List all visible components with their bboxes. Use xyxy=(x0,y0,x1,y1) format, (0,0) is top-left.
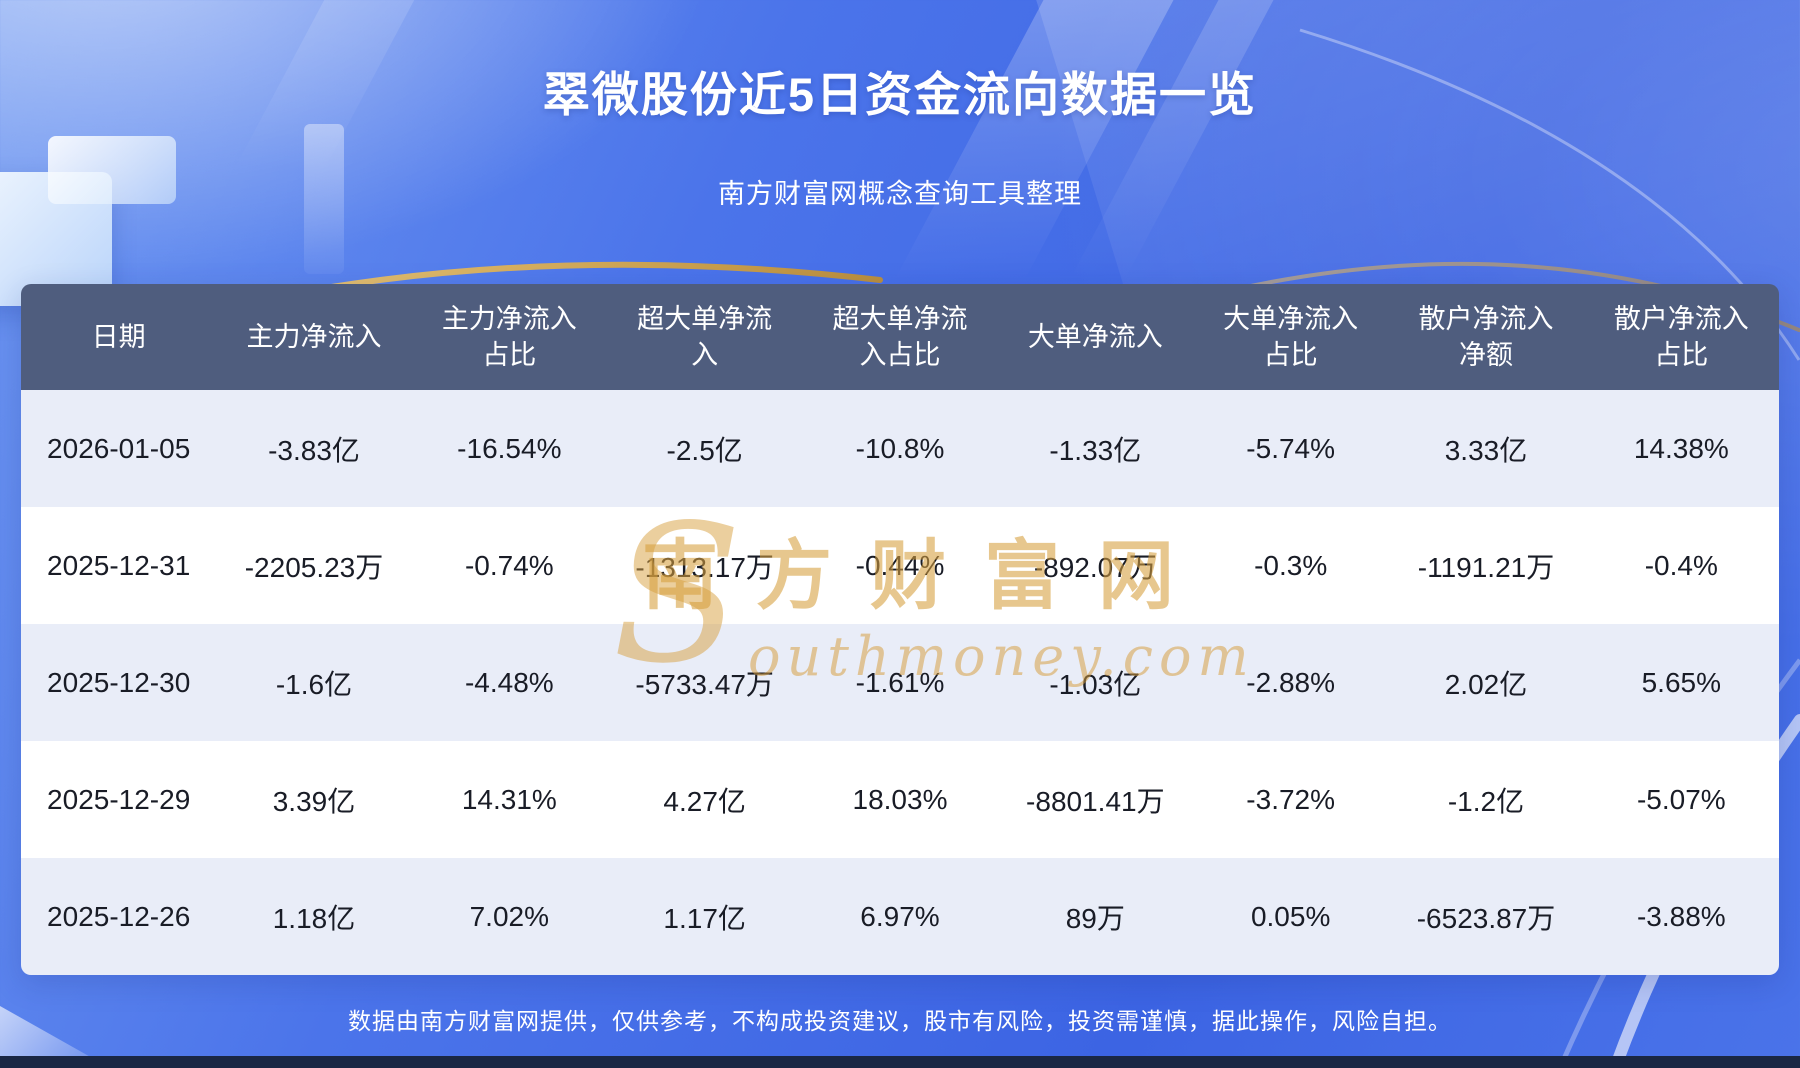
cell-date: 2025-12-31 xyxy=(47,549,191,581)
page-title: 翠微股份近5日资金流向数据一览 xyxy=(542,68,1258,121)
bottom-bar xyxy=(0,1056,1800,1068)
cell-value: -3.88% xyxy=(1636,900,1726,932)
col-header-retail-net-inflow: 散户净流入 净额 xyxy=(1418,303,1554,370)
cell-value: 4.27亿 xyxy=(663,785,746,817)
table-row-1: 2025-12-31 -2205.23万 -0.74% -1313.17万 -0… xyxy=(21,507,1779,624)
table-row-2: 2025-12-30 -1.6亿 -4.48% -5733.47万 -1.61%… xyxy=(21,624,1779,741)
col-header-large-order-net-inflow: 大单净流入 xyxy=(1027,321,1163,352)
cell-value: -3.72% xyxy=(1246,783,1336,815)
cell-value: -16.54% xyxy=(457,432,562,464)
cell-value: -0.3% xyxy=(1254,549,1328,581)
col-header-main-net-inflow-ratio: 主力净流入 占比 xyxy=(441,303,577,370)
col-header-large-order-ratio: 大单净流入 占比 xyxy=(1223,303,1359,370)
col-header-date: 日期 xyxy=(91,321,146,352)
cell-value: 7.02% xyxy=(469,900,550,932)
disclaimer-text: 数据由南方财富网提供，仅供参考，不构成投资建议，股市有风险，投资需谨慎，据此操作… xyxy=(348,1008,1452,1034)
cell-value: 1.17亿 xyxy=(663,902,746,934)
cell-value: -1313.17万 xyxy=(635,551,774,583)
cell-value: 14.31% xyxy=(461,783,557,815)
col-header-xl-order-net-inflow: 超大单净流 入 xyxy=(637,303,773,370)
table-row-0: 2026-01-05 -3.83亿 -16.54% -2.5亿 -10.8% -… xyxy=(21,390,1779,507)
cell-value: -5.74% xyxy=(1246,432,1336,464)
cell-value: 3.39亿 xyxy=(272,785,356,817)
cell-value: -2.5亿 xyxy=(666,434,743,466)
cell-value: -5.07% xyxy=(1636,783,1726,815)
cell-value: 18.03% xyxy=(852,783,948,815)
cell-value: 6.97% xyxy=(860,900,940,932)
cell-value: 2.02亿 xyxy=(1444,668,1528,700)
light-streak xyxy=(1069,0,1306,280)
cell-value: -1.61% xyxy=(855,666,945,698)
table-row-3: 2025-12-29 3.39亿 14.31% 4.27亿 18.03% -88… xyxy=(21,741,1779,858)
cell-value: -8801.41万 xyxy=(1026,785,1165,817)
fund-flow-table: 日期 主力净流入 主力净流入 占比 超大单净流 入 超大单净流 入占比 大单净流… xyxy=(21,284,1779,975)
cell-value: 14.38% xyxy=(1633,432,1729,464)
table-header-row: 日期 主力净流入 主力净流入 占比 超大单净流 入 超大单净流 入占比 大单净流… xyxy=(21,284,1779,390)
cell-value: 0.05% xyxy=(1250,900,1331,932)
cell-value: -10.8% xyxy=(855,432,945,464)
cell-value: 89万 xyxy=(1065,902,1125,934)
cell-value: -1191.21万 xyxy=(1417,551,1555,583)
cell-value: -2205.23万 xyxy=(244,551,384,583)
cell-value: -1.33亿 xyxy=(1049,434,1142,466)
cell-date: 2025-12-30 xyxy=(47,666,191,698)
cell-value: -1.2亿 xyxy=(1447,785,1525,817)
cell-value: -4.48% xyxy=(464,666,554,698)
col-header-xl-order-ratio: 超大单净流 入占比 xyxy=(832,303,968,370)
cell-value: -1.03亿 xyxy=(1049,668,1142,700)
cell-value: -1.6亿 xyxy=(275,668,353,700)
cell-date: 2026-01-05 xyxy=(47,432,191,464)
cell-value: 3.33亿 xyxy=(1444,434,1528,466)
cell-value: -0.4% xyxy=(1644,549,1718,581)
cell-date: 2025-12-29 xyxy=(47,783,191,815)
cell-date: 2025-12-26 xyxy=(47,900,191,932)
table-row-4: 2025-12-26 1.18亿 7.02% 1.17亿 6.97% 89万 0… xyxy=(21,858,1779,975)
cell-value: 5.65% xyxy=(1641,666,1722,698)
cell-value: -5733.47万 xyxy=(635,668,774,700)
cell-value: -3.83亿 xyxy=(268,434,360,466)
page-subtitle: 南方财富网概念查询工具整理 xyxy=(718,179,1082,209)
cell-value: -6523.87万 xyxy=(1416,902,1556,934)
col-header-retail-ratio: 散户净流入 占比 xyxy=(1613,303,1749,370)
cell-value: -0.74% xyxy=(464,549,554,581)
cell-value: -0.44% xyxy=(855,549,945,581)
col-header-main-net-inflow: 主力净流入 xyxy=(246,321,382,352)
light-streak xyxy=(894,0,1206,280)
cell-value: -2.88% xyxy=(1246,666,1336,698)
cell-value: 1.18亿 xyxy=(272,902,356,934)
cell-value: -892.07万 xyxy=(1033,551,1157,583)
